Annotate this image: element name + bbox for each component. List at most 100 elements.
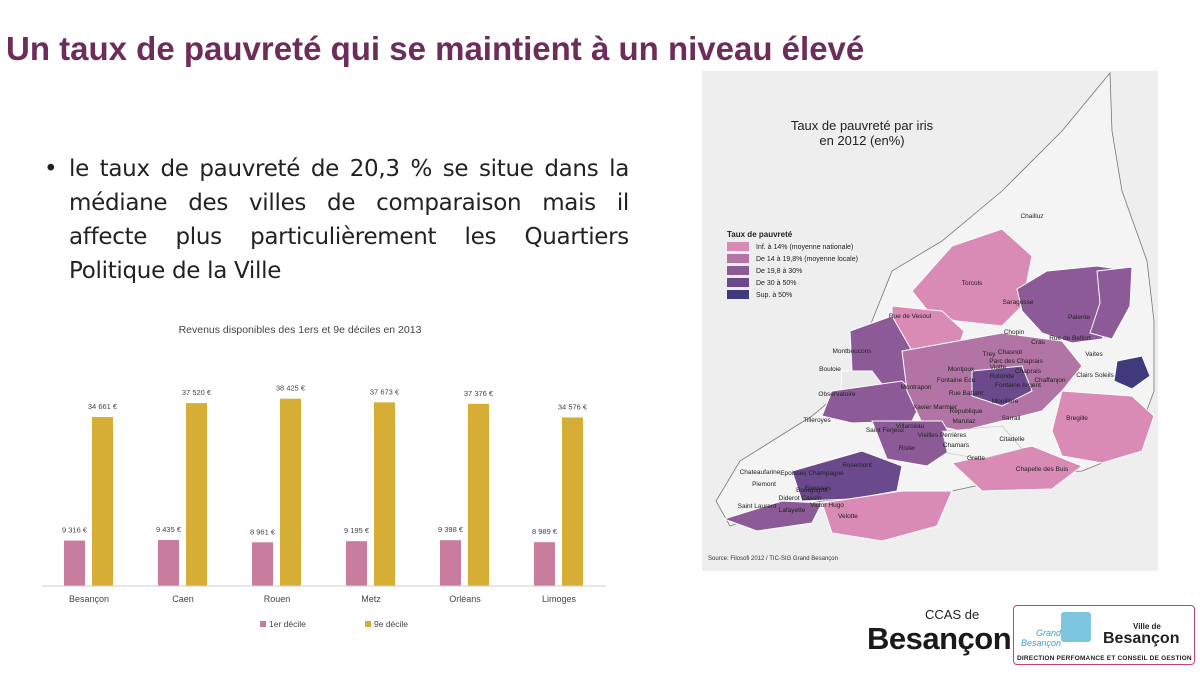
bar-decile9-3 — [374, 402, 395, 586]
map-place-label: Rue de Belfort — [1049, 335, 1091, 342]
data-label: 37 376 € — [464, 389, 494, 398]
district-battant — [971, 365, 1033, 407]
map-title-line2: en 2012 (en%) — [819, 133, 904, 148]
map-place-label: Vaites — [1085, 351, 1103, 358]
map-place-label: Citadelle — [999, 436, 1025, 443]
data-label: 9 195 € — [344, 526, 370, 535]
ville-de-label: Ville de — [1133, 622, 1161, 631]
map-place-label: Piemont — [752, 481, 776, 488]
map-place-label: Tilleroyes — [803, 417, 831, 424]
map-place-label: Fontaine Ecu — [937, 377, 976, 384]
map-place-label: Villarceau — [896, 423, 925, 430]
data-label: 9 398 € — [438, 525, 464, 534]
ville-logo-city: Besançon — [1103, 630, 1180, 647]
map-place-label: Vieilles Perrières — [918, 432, 967, 439]
map-place-label: Fontaine Argent — [995, 382, 1041, 389]
chart-title: Revenus disponibles des 1ers et 9e décil… — [179, 324, 422, 336]
district-clairs-soleils — [1113, 355, 1151, 390]
map-legend-title: Taux de pauvreté — [727, 230, 793, 239]
map-place-label: Rue de Vesoul — [889, 313, 932, 320]
map-legend-swatch — [727, 278, 749, 287]
bullet-text: le taux de pauvreté de 20,3 % se situe d… — [44, 152, 629, 288]
category-label: Caen — [172, 594, 194, 604]
map-place-label: Montrapon — [900, 384, 931, 391]
map-title-line1: Taux de pauvreté par iris — [791, 118, 934, 133]
logos-area: CCAS de Besançon Grand Besançon Ville de… — [865, 601, 1195, 671]
bar-decile1-5 — [534, 542, 555, 586]
map-place-label: Chapelle des Buis — [1016, 466, 1069, 473]
district-velotte — [821, 490, 953, 542]
ccas-logo-label: CCAS de — [925, 607, 980, 622]
map-place-label: Risler — [899, 445, 916, 452]
district-bregille — [1051, 390, 1155, 464]
map-place-label: Montjoux — [948, 366, 975, 373]
map-place-label: Clairs Soleils — [1076, 372, 1114, 379]
map-legend-swatch — [727, 242, 749, 251]
map-place-label: Chasnot — [998, 349, 1022, 356]
bar-decile9-5 — [562, 417, 583, 586]
map-place-label: Epoisses — [805, 485, 832, 492]
legend-swatch — [260, 621, 266, 627]
map-place-label: Observatoire — [818, 391, 856, 398]
district-saint-laurent — [722, 500, 823, 532]
map-place-label: Torcols — [962, 280, 983, 287]
map-place-label: Chateaufarine — [740, 469, 781, 476]
map-place-label: Bouloie — [819, 366, 841, 373]
map-place-label: Grette — [967, 455, 985, 462]
bullet-list: le taux de pauvreté de 20,3 % se situe d… — [44, 152, 629, 288]
map-place-label: Bourgogne — [796, 487, 828, 494]
ccas-logo-city: Besançon — [867, 621, 1012, 656]
direction-label: DIRECTION PERFOMANCE ET CONSEIL DE GESTI… — [1017, 655, 1192, 662]
map-place-label: Parc des Chaprais — [989, 358, 1043, 365]
map-legend-label: De 19,8 à 30% — [756, 268, 802, 275]
map-place-label: Saint Ferjeux — [866, 427, 905, 434]
income-decile-chart: Revenus disponibles des 1ers et 9e décil… — [42, 324, 606, 629]
map-place-label: Saint Laurent — [738, 503, 777, 510]
partner-logo-frame — [1013, 605, 1195, 665]
bar-decile1-1 — [158, 540, 179, 586]
map-place-label: République — [950, 408, 983, 415]
bar-decile1-4 — [440, 540, 461, 586]
district-saint-ferjeux — [871, 420, 958, 467]
data-label: 9 316 € — [62, 526, 88, 535]
district-grette — [941, 425, 1023, 460]
grand-besancon-logo: Grand Besançon — [1020, 628, 1061, 648]
map-place-label: Trey — [983, 351, 997, 358]
legend-swatch — [365, 621, 371, 627]
map-place-label: Saragosse — [1002, 299, 1033, 306]
slide-title: Un taux de pauvreté qui se maintient à u… — [6, 30, 865, 67]
data-label: 37 520 € — [182, 388, 212, 397]
map-place-label: Sarrail — [1002, 415, 1021, 422]
river-icon — [1061, 612, 1091, 642]
map-place-label: Chaffanjon — [1034, 377, 1066, 384]
data-label: 38 425 € — [276, 384, 306, 393]
map-place-label: Mouillère — [992, 398, 1019, 405]
map-place-label: Cras — [1031, 339, 1045, 346]
map-legend-label: Sup. à 50% — [756, 292, 792, 299]
category-label: Orléans — [449, 594, 481, 604]
bar-decile9-0 — [92, 417, 113, 586]
map-place-label: Xavier Marmier — [913, 404, 958, 411]
map-place-label: Diderot Cassin — [779, 495, 822, 502]
map-place-label: Velotte — [838, 513, 858, 520]
legend-label: 9e décile — [374, 619, 408, 629]
map-place-label: Lafayette — [779, 507, 806, 514]
category-label: Rouen — [264, 594, 291, 604]
data-label: 37 673 € — [370, 387, 400, 396]
map-legend-swatch — [727, 254, 749, 263]
map-place-label: Chaprais — [1015, 368, 1042, 375]
category-label: Besançon — [69, 594, 109, 604]
bar-decile1-3 — [346, 541, 367, 586]
district-palente — [1089, 266, 1133, 340]
map-place-label: Rosemont — [842, 462, 872, 469]
map-place-label: Epoisses Champagne — [780, 470, 844, 477]
map-place-label: Chailluz — [1020, 213, 1043, 220]
district-planoise — [791, 450, 903, 502]
map-legend-label: Inf. à 14% (moyenne nationale) — [756, 244, 853, 251]
map-legend-label: De 30 à 50% — [756, 280, 796, 287]
data-label: 34 576 € — [558, 402, 588, 411]
data-label: 8 961 € — [250, 527, 276, 536]
poverty-map: Taux de pauvreté par iris en 2012 (en%) … — [702, 71, 1158, 571]
map-legend-swatch — [727, 290, 749, 299]
map-place-label: Rue Battant — [949, 390, 984, 397]
